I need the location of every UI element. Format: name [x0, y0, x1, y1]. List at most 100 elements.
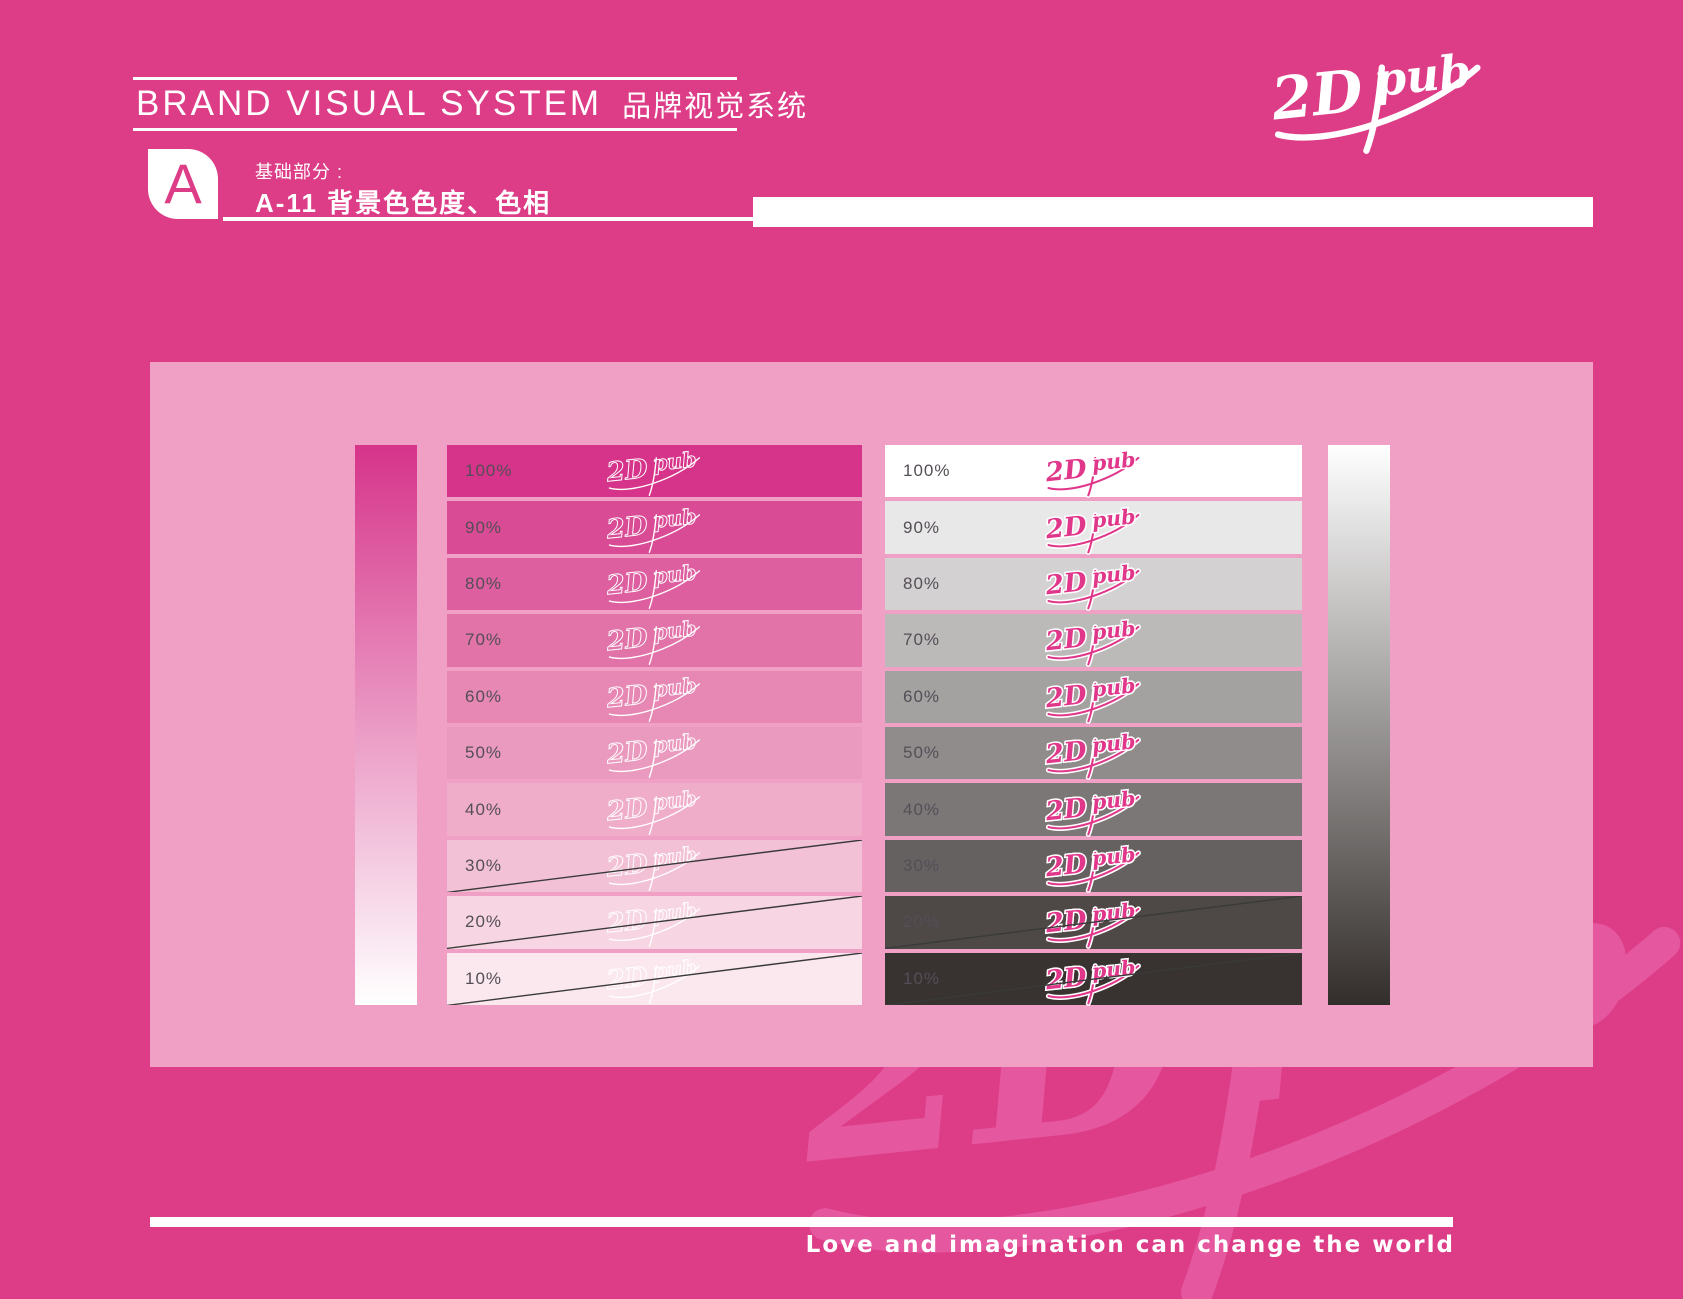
svg-text:pub: pub: [651, 504, 697, 532]
svg-text:2D: 2D: [604, 453, 649, 488]
tint-percentage-label: 60%: [903, 686, 941, 706]
brand-logo: 2D pub 2D pub: [603, 785, 700, 835]
svg-text:pub: pub: [1090, 617, 1136, 645]
svg-text:2D: 2D: [1043, 792, 1088, 827]
svg-text:pub: pub: [651, 448, 697, 476]
tint-percentage-label: 70%: [465, 630, 503, 650]
tint-percentage-label: 60%: [465, 686, 503, 706]
svg-text:pub: pub: [1090, 786, 1136, 814]
tint-swatch-row: 70% 2D pub 2D pub: [885, 614, 1302, 668]
brand-logo-small: 2D pub 2D pub: [603, 447, 707, 497]
svg-text:pub: pub: [1090, 448, 1136, 476]
tint-swatch-row: 10% 2D pub 2D pub: [447, 952, 862, 1006]
brand-logo-small: 2D pub 2D pub: [603, 785, 707, 836]
svg-text:2D: 2D: [1043, 679, 1088, 714]
page-title-zh: 品牌视觉系统: [622, 91, 809, 123]
svg-text:2D: 2D: [1043, 792, 1088, 827]
svg-text:pub: pub: [651, 673, 697, 701]
svg-text:2D: 2D: [1043, 679, 1088, 714]
pink-tint-column: 100% 2D pub 2D pub 90% 2D pub 2D pub: [447, 445, 862, 1006]
svg-text:2D: 2D: [1043, 735, 1088, 770]
tint-percentage-label: 30%: [903, 856, 941, 876]
tint-swatch-row: 30% 2D pub 2D pub: [447, 839, 862, 893]
tint-percentage-label: 10%: [465, 968, 503, 988]
svg-text:pub: pub: [1090, 786, 1136, 814]
tint-percentage-label: 40%: [903, 799, 941, 819]
section-badge: A: [148, 149, 218, 219]
tint-swatch-row: 90% 2D pub 2D pub: [447, 501, 862, 554]
brand-logo-small: 2D pub 2D pub: [603, 673, 707, 723]
tint-swatch-row: 100% 2D pub 2D pub: [447, 445, 862, 498]
brand-logo: 2D pub 2D pub: [1041, 502, 1141, 555]
brand-logo: 2D pub 2D pub: [1041, 954, 1141, 1006]
tint-percentage-label: 100%: [903, 461, 951, 481]
brand-logo-small: 2D pub 2D pub: [1041, 559, 1146, 611]
svg-text:2D: 2D: [1043, 735, 1088, 770]
tint-percentage-label: 80%: [903, 574, 941, 594]
svg-text:2D: 2D: [604, 510, 649, 545]
brand-logo: 2D pub 2D pub: [603, 955, 700, 1004]
section-divider-bar: [753, 197, 1593, 227]
brand-logo: 2D pub 2D pub: [1041, 672, 1141, 724]
svg-text:2D: 2D: [1043, 566, 1088, 601]
svg-text:pub: pub: [1090, 504, 1136, 532]
brand-logo: 2D pub 2D pub: [1041, 446, 1141, 499]
svg-text:2D: 2D: [1043, 961, 1088, 996]
brand-slogan: Love and imagination can change the worl…: [805, 1232, 1455, 1258]
brand-logo-small: 2D pub 2D pub: [603, 616, 707, 666]
tint-chart-panel: 100% 2D pub 2D pub 90% 2D pub 2D pub: [150, 362, 1593, 1067]
brand-logo-small: 2D pub 2D pub: [1041, 841, 1146, 893]
brand-logo-small: 2D pub 2D pub: [1041, 446, 1146, 499]
tint-swatch-row: 10% 2D pub 2D pub: [885, 952, 1302, 1006]
diagonal-strike-line: [885, 896, 1302, 948]
tint-percentage-label: 100%: [465, 461, 513, 481]
brand-logo-small: 2D pub 2D pub: [603, 503, 707, 554]
svg-text:2D: 2D: [1043, 961, 1088, 996]
tint-swatch-row: 90% 2D pub 2D pub: [885, 501, 1302, 555]
tint-percentage-label: 90%: [903, 517, 941, 537]
section-label: 基础部分 :: [255, 162, 344, 182]
svg-text:pub: pub: [651, 730, 697, 758]
brand-logo: 2D pub 2D pub: [603, 673, 700, 722]
brand-logo: 2D pub 2D pub: [603, 898, 700, 948]
brand-logo: 2D pub 2D pub: [603, 503, 700, 553]
pink-gradient-bar: [355, 445, 417, 1005]
svg-text:pub: pub: [1090, 842, 1136, 870]
brand-logo: 2D pub 2D pub: [603, 842, 700, 892]
brand-logo-small: 2D pub 2D pub: [603, 955, 707, 1005]
tint-percentage-label: 20%: [465, 912, 503, 932]
section-underline: [223, 217, 753, 221]
svg-text:pub: pub: [1090, 730, 1136, 758]
brand-logo-small: 2D pub 2D pub: [1041, 672, 1146, 724]
svg-text:2D: 2D: [604, 905, 649, 940]
svg-text:pub: pub: [651, 617, 697, 645]
svg-text:2D: 2D: [1043, 905, 1088, 940]
tint-swatch-row: 20% 2D pub 2D pub: [885, 896, 1302, 950]
header-top-rule: [133, 77, 737, 80]
brand-logo: 2D pub 2D pub: [1041, 559, 1141, 611]
svg-text:2D: 2D: [1043, 848, 1088, 883]
brand-logo-header: 2D pub 2D pub: [1265, 26, 1493, 176]
svg-text:2D: 2D: [604, 679, 649, 714]
brand-logo-small: 2D pub 2D pub: [1041, 728, 1146, 781]
gray-tint-column: 100% 2D pub 2D pub 90% 2D pub 2D pub: [885, 445, 1302, 1006]
svg-text:2D: 2D: [1043, 848, 1088, 883]
svg-text:2D: 2D: [1043, 905, 1088, 940]
brand-logo: 2D pub 2D pub: [603, 729, 700, 779]
gray-gradient-bar: [1328, 445, 1390, 1005]
svg-text:pub: pub: [651, 786, 697, 814]
svg-text:2D: 2D: [604, 961, 649, 996]
header-bottom-rule: [133, 128, 737, 131]
svg-text:pub: pub: [651, 899, 697, 927]
brand-logo: 2D pub 2D pub: [603, 560, 700, 610]
tint-swatch-row: 40% 2D pub 2D pub: [447, 783, 862, 836]
brand-logo-small: 2D pub 2D pub: [1041, 954, 1146, 1006]
svg-text:pub: pub: [1090, 673, 1136, 701]
brand-logo: 2D pub 2D pub: [1041, 785, 1141, 837]
brand-logo-small: 2D pub 2D pub: [1041, 615, 1146, 668]
svg-text:2D: 2D: [604, 735, 649, 770]
svg-text:2D: 2D: [1043, 453, 1088, 488]
tint-swatch-row: 20% 2D pub 2D pub: [447, 896, 862, 949]
brand-logo: 2D pub 2D pub: [1041, 615, 1141, 668]
